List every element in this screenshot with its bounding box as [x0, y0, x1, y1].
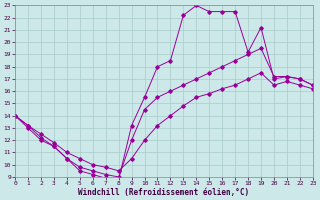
X-axis label: Windchill (Refroidissement éolien,°C): Windchill (Refroidissement éolien,°C): [78, 188, 250, 197]
